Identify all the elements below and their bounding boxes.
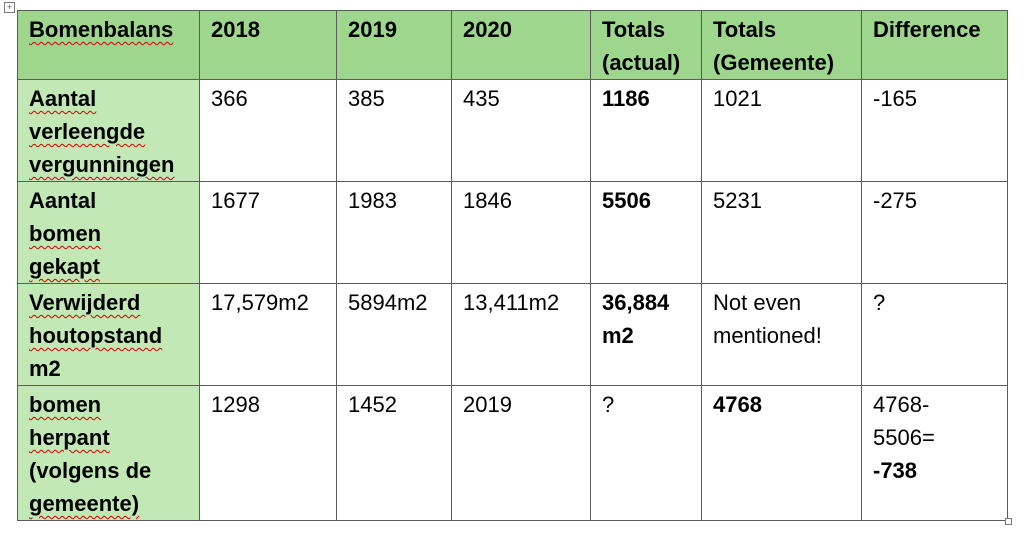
cell-2019: 1452 <box>336 385 452 521</box>
cell-totals-gemeente: 4768 <box>701 385 862 521</box>
row-label: Aantal verleengde vergunningen <box>17 79 200 182</box>
cell-totals-gemeente: 5231 <box>701 181 862 284</box>
table-row: Aantal bomen gekapt 1677 1983 1846 5506 … <box>17 181 1008 284</box>
cell-2018: 366 <box>199 79 337 182</box>
table-header-row: Bomenbalans 2018 2019 2020 Totals (actua… <box>17 10 1008 80</box>
cell-difference: -165 <box>861 79 1008 182</box>
cell-totals-actual: 5506 <box>590 181 702 284</box>
cell-totals-gemeente: Not even mentioned! <box>701 283 862 386</box>
row-label: Verwijderd houtopstand m2 <box>17 283 200 386</box>
cell-2019: 385 <box>336 79 452 182</box>
cell-2019: 1983 <box>336 181 452 284</box>
table-row: Verwijderd houtopstand m2 17,579m2 5894m… <box>17 283 1008 386</box>
cell-totals-actual: 36,884 m2 <box>590 283 702 386</box>
cell-totals-gemeente: 1021 <box>701 79 862 182</box>
table-row: Aantal verleengde vergunningen 366 385 4… <box>17 79 1008 182</box>
header-2019: 2019 <box>336 10 452 80</box>
bomenbalans-table: Bomenbalans 2018 2019 2020 Totals (actua… <box>17 10 1008 521</box>
cell-difference: 4768- 5506= -738 <box>861 385 1008 521</box>
cell-2018: 1298 <box>199 385 337 521</box>
row-label: bomen herpant (volgens de gemeente) <box>17 385 200 521</box>
table-move-handle-icon[interactable]: + <box>4 2 15 13</box>
cell-difference: ? <box>861 283 1008 386</box>
cell-totals-actual: ? <box>590 385 702 521</box>
header-bomenbalans: Bomenbalans <box>17 10 200 80</box>
cell-2019: 5894m2 <box>336 283 452 386</box>
cell-2020: 435 <box>451 79 591 182</box>
cell-2020: 13,411m2 <box>451 283 591 386</box>
header-2018: 2018 <box>199 10 337 80</box>
table-row: bomen herpant (volgens de gemeente) 1298… <box>17 385 1008 521</box>
header-difference: Difference <box>861 10 1008 80</box>
cell-2018: 17,579m2 <box>199 283 337 386</box>
cell-difference: -275 <box>861 181 1008 284</box>
header-2020: 2020 <box>451 10 591 80</box>
cell-totals-actual: 1186 <box>590 79 702 182</box>
header-totals-actual: Totals (actual) <box>590 10 702 80</box>
cell-2018: 1677 <box>199 181 337 284</box>
table-resize-handle[interactable] <box>1005 518 1012 525</box>
cell-2020: 1846 <box>451 181 591 284</box>
row-label: Aantal bomen gekapt <box>17 181 200 284</box>
cell-2020: 2019 <box>451 385 591 521</box>
header-totals-gemeente: Totals (Gemeente) <box>701 10 862 80</box>
